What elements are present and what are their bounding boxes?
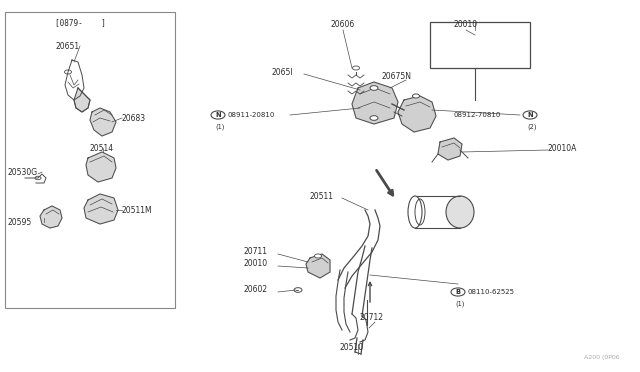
Text: A200 (0P06: A200 (0P06: [584, 356, 620, 360]
Text: 20711: 20711: [244, 247, 268, 257]
Text: 08911-20810: 08911-20810: [228, 112, 275, 118]
Text: (1): (1): [455, 301, 465, 307]
Text: 20651: 20651: [56, 42, 80, 51]
Text: [0879-    ]: [0879- ]: [55, 18, 106, 27]
Bar: [5, 12, 175, 308]
Text: 20595: 20595: [8, 218, 32, 227]
Bar: [430, 22, 530, 68]
Text: B: B: [456, 289, 461, 295]
Text: 20510: 20510: [340, 343, 364, 353]
Text: 20010: 20010: [244, 260, 268, 269]
Text: 20010: 20010: [454, 19, 478, 29]
Text: (1): (1): [215, 124, 225, 130]
Ellipse shape: [446, 196, 474, 228]
Circle shape: [211, 111, 225, 119]
Text: N: N: [527, 112, 533, 118]
Text: 08912-70810: 08912-70810: [454, 112, 501, 118]
Text: 20010A: 20010A: [548, 144, 577, 153]
Polygon shape: [398, 96, 436, 132]
Text: 20602: 20602: [244, 285, 268, 295]
Text: 20511: 20511: [310, 192, 334, 201]
Polygon shape: [86, 152, 116, 182]
Polygon shape: [74, 88, 90, 112]
Polygon shape: [84, 194, 118, 224]
Circle shape: [370, 116, 378, 120]
Text: 20530G: 20530G: [8, 167, 38, 176]
Text: (2): (2): [527, 124, 537, 130]
Circle shape: [451, 288, 465, 296]
Ellipse shape: [408, 196, 422, 228]
Circle shape: [523, 111, 537, 119]
Text: 20511M: 20511M: [122, 205, 152, 215]
Circle shape: [314, 254, 321, 258]
Text: 08110-62525: 08110-62525: [468, 289, 515, 295]
Circle shape: [413, 94, 419, 98]
Text: 20606: 20606: [331, 19, 355, 29]
Text: 20712: 20712: [360, 314, 384, 323]
Polygon shape: [352, 82, 398, 124]
Text: 20514: 20514: [90, 144, 114, 153]
Text: 20675N: 20675N: [382, 71, 412, 80]
Text: 2065I: 2065I: [272, 67, 294, 77]
Text: 20683: 20683: [122, 113, 146, 122]
Polygon shape: [438, 138, 462, 160]
Polygon shape: [40, 206, 62, 228]
Circle shape: [370, 86, 378, 90]
Polygon shape: [306, 254, 330, 278]
Polygon shape: [90, 108, 116, 136]
Text: N: N: [215, 112, 221, 118]
